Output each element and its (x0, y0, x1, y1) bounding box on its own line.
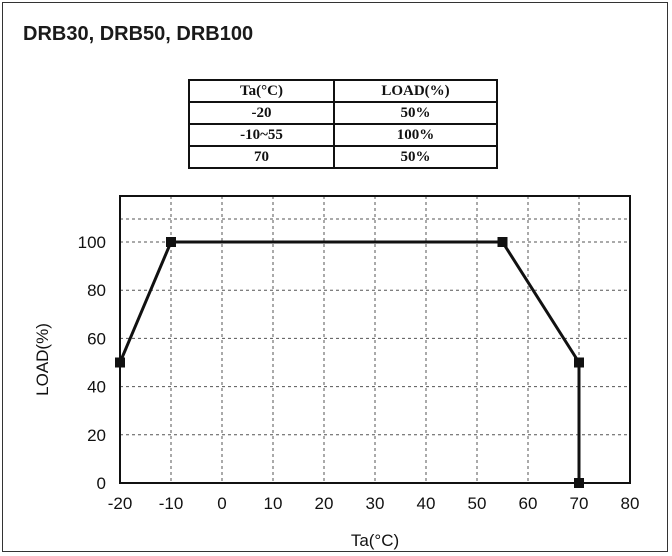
table-cell-ta: -10~55 (188, 123, 335, 147)
x-tick-label: 60 (519, 494, 538, 513)
y-axis-label: LOAD(%) (33, 323, 52, 396)
x-tick-label: 80 (621, 494, 640, 513)
y-axis-ticks: 0 20 40 60 80 100 (78, 233, 106, 493)
x-tick-label: 10 (264, 494, 283, 513)
data-point (574, 357, 584, 368)
x-tick-label: 50 (468, 494, 487, 513)
table-cell-load: 50% (333, 145, 498, 169)
y-tick-label: 60 (87, 329, 106, 348)
chart-grid (119, 196, 631, 484)
y-tick-label: 20 (87, 426, 106, 445)
data-point (166, 237, 176, 247)
table-cell-load: 50% (333, 101, 498, 125)
x-axis-ticks: -20 -10 0 10 20 30 40 50 60 70 80 (108, 494, 640, 513)
y-tick-label: 40 (87, 378, 106, 397)
data-point (115, 357, 125, 368)
y-tick-label: 0 (97, 474, 106, 493)
table-header-load: LOAD(%) (333, 79, 498, 103)
table-row: -10~55 100% (188, 123, 498, 147)
table-cell-load: 100% (333, 123, 498, 147)
y-tick-label: 100 (78, 233, 106, 252)
x-tick-label: 20 (315, 494, 334, 513)
data-point (497, 237, 508, 247)
x-tick-label: -20 (108, 494, 133, 513)
table-row: 70 50% (188, 145, 498, 169)
load-table: Ta(°C) LOAD(%) -20 50% -10~55 100% 70 50… (188, 79, 498, 169)
table-row: -20 50% (188, 101, 498, 125)
x-tick-label: 40 (417, 494, 436, 513)
x-tick-label: -10 (159, 494, 184, 513)
table-header-ta: Ta(°C) (188, 79, 335, 103)
x-tick-label: 30 (366, 494, 385, 513)
figure-title: DRB30, DRB50, DRB100 (23, 23, 254, 45)
x-tick-label: 70 (570, 494, 589, 513)
x-tick-label: 0 (217, 494, 226, 513)
table-header-row: Ta(°C) LOAD(%) (188, 79, 498, 103)
table-cell-ta: 70 (188, 145, 335, 169)
y-tick-label: 80 (87, 281, 106, 300)
chart-series (115, 237, 584, 488)
table-cell-ta: -20 (188, 101, 335, 125)
plot-area (119, 195, 631, 484)
x-axis-label: Ta(°C) (351, 531, 399, 550)
data-point (574, 478, 584, 488)
series-line (118, 240, 581, 483)
